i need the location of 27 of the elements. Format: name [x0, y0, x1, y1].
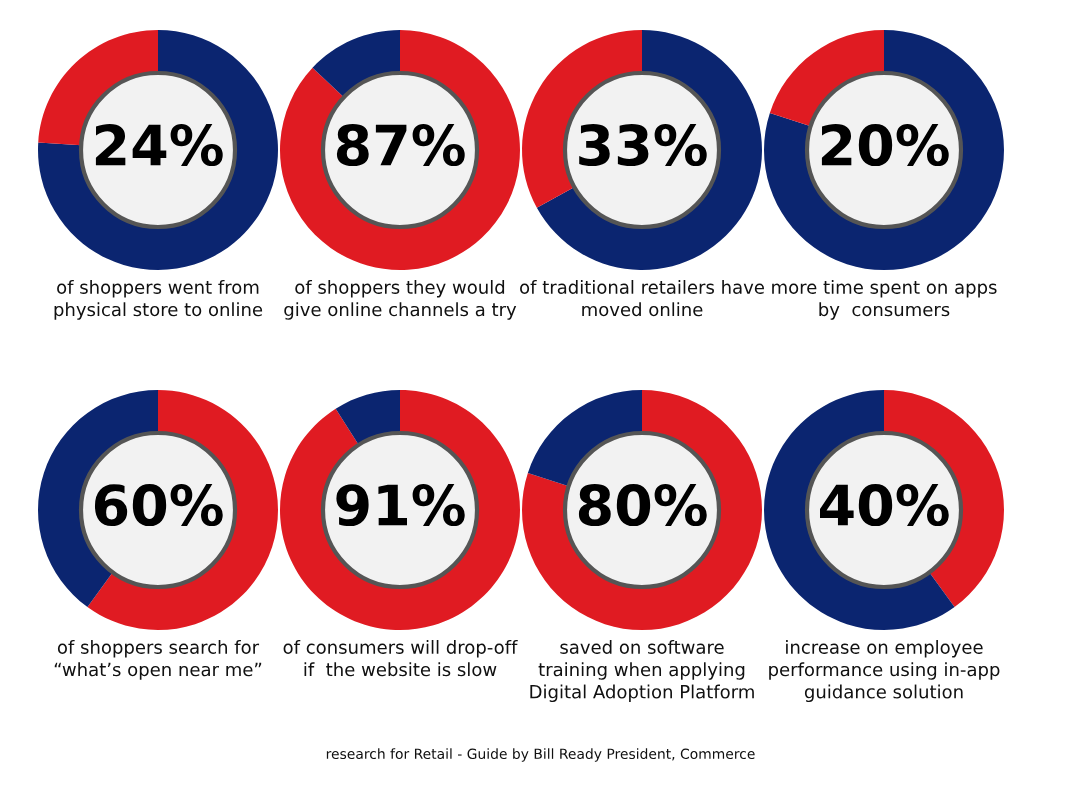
donut-slice — [522, 390, 762, 630]
donut-slice — [280, 30, 520, 270]
data-label: 24% — [95, 124, 223, 167]
data-label: 91% — [336, 484, 465, 527]
donut-slice — [764, 30, 1004, 270]
text: of traditional retailers have moved online — [520, 280, 764, 317]
donut-slice — [764, 390, 955, 630]
donut-slice — [87, 390, 278, 630]
data-label: 60% — [94, 484, 223, 527]
data-label: 33% — [579, 124, 707, 167]
donut-slice — [280, 390, 520, 630]
donut-slice — [38, 30, 278, 270]
text: research for Retail - Guide by Bill Ready President, Commerce — [326, 748, 755, 762]
text: of shoppers they would give online channels a try — [284, 280, 517, 320]
donut-slice — [536, 30, 762, 270]
data-label: 80% — [578, 484, 707, 527]
data-label: 20% — [821, 124, 949, 167]
donut-slice — [335, 390, 400, 445]
text: increase on employee performance using in-app guidance solution — [769, 640, 1000, 703]
donut-slice — [312, 30, 400, 98]
text: saved on software training when applying Digital Adoption Platform — [530, 640, 754, 703]
data-label: 87% — [336, 124, 465, 167]
text: of shoppers search for “what’s open near me” — [54, 640, 262, 680]
data-label: 40% — [820, 484, 949, 527]
text: of consumers will drop-off if the website is slow — [283, 640, 518, 677]
text: more time spent on apps by consumers — [772, 280, 997, 320]
text: of shoppers went from physical store to online — [54, 280, 263, 320]
